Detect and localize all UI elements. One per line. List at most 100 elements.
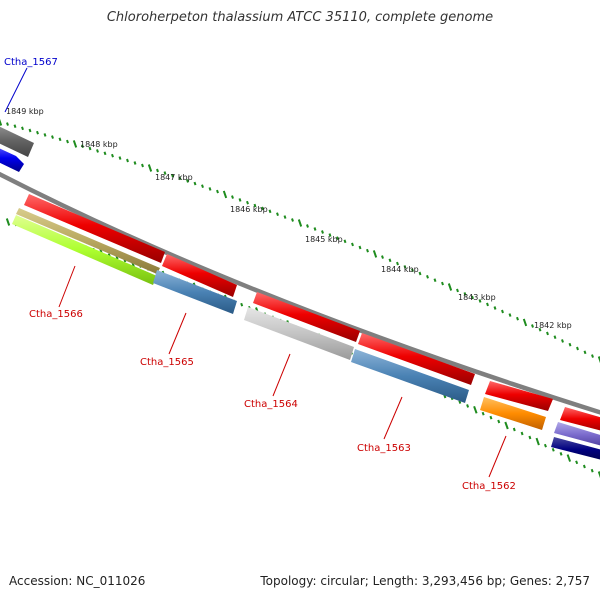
outer-tick bbox=[171, 173, 174, 178]
outer-tick bbox=[343, 239, 347, 244]
gene-label-ctha-1563[interactable]: Ctha_1563 bbox=[357, 443, 411, 454]
outer-tick bbox=[583, 350, 587, 355]
gene-bar-red-2[interactable] bbox=[162, 254, 237, 297]
inner-tick bbox=[504, 421, 509, 430]
gene-bar-ctha-1562[interactable] bbox=[480, 397, 546, 430]
kbp-label-1847: 1847 kbp bbox=[155, 173, 193, 182]
kbp-label-1846: 1846 kbp bbox=[230, 205, 268, 214]
inner-tick bbox=[481, 411, 485, 416]
outer-tick bbox=[471, 295, 474, 300]
outer-tick bbox=[276, 212, 279, 217]
outer-tick bbox=[531, 324, 534, 328]
outer-tick bbox=[201, 184, 204, 189]
kbp-label-1842: 1842 kbp bbox=[534, 321, 572, 330]
outer-tick bbox=[178, 176, 182, 181]
outer-tick bbox=[403, 265, 407, 269]
outer-tick bbox=[396, 261, 399, 266]
inner-tick bbox=[466, 404, 470, 408]
outer-tick bbox=[231, 195, 234, 199]
outer-tick bbox=[493, 306, 497, 310]
inner-tick bbox=[497, 419, 501, 424]
outer-tick bbox=[351, 242, 354, 247]
outer-tick bbox=[238, 198, 242, 202]
kbp-label-1849: 1849 kbp bbox=[6, 107, 44, 116]
leader-ctha-1567 bbox=[4, 67, 28, 113]
gene-bar-red-6[interactable] bbox=[560, 407, 600, 433]
leader-ctha-1566 bbox=[58, 265, 76, 308]
outer-tick bbox=[193, 181, 197, 186]
outer-tick bbox=[0, 118, 3, 126]
outer-tick bbox=[366, 248, 369, 253]
outer-tick bbox=[51, 135, 54, 139]
outer-tick bbox=[163, 171, 167, 175]
outer-tick bbox=[591, 354, 594, 358]
outer-tick bbox=[321, 230, 324, 234]
outer-tick bbox=[553, 335, 557, 340]
inner-tick bbox=[566, 454, 572, 462]
outer-tick bbox=[96, 149, 99, 153]
inner-tick bbox=[473, 405, 478, 414]
reverse-strand-genes bbox=[12, 208, 600, 462]
outer-tick bbox=[597, 356, 600, 364]
inner-tick bbox=[582, 464, 586, 469]
outer-tick bbox=[36, 130, 39, 135]
gene-arrow-ctha-1567[interactable] bbox=[0, 144, 24, 172]
gene-bar-red-5[interactable] bbox=[485, 381, 553, 411]
gene-bar-dark-gray[interactable] bbox=[0, 122, 34, 157]
inner-tick bbox=[597, 471, 600, 479]
outer-tick bbox=[313, 227, 317, 231]
outer-tick bbox=[418, 271, 422, 276]
outer-tick bbox=[126, 158, 129, 163]
outer-tick bbox=[381, 255, 384, 259]
gene-bar-ctha-1566[interactable] bbox=[12, 215, 157, 285]
outer-tick bbox=[297, 219, 303, 227]
outer-tick bbox=[66, 139, 69, 144]
outer-tick bbox=[336, 236, 339, 241]
outer-tick bbox=[456, 288, 459, 293]
gene-bar-ctha-1563[interactable] bbox=[351, 349, 469, 403]
outer-tick bbox=[433, 278, 437, 283]
gene-label-ctha-1567[interactable]: Ctha_1567 bbox=[4, 57, 58, 68]
gene-bar-olive[interactable] bbox=[16, 208, 160, 274]
gene-label-ctha-1566[interactable]: Ctha_1566 bbox=[29, 309, 83, 320]
outer-tick bbox=[103, 151, 107, 156]
outer-tick bbox=[43, 133, 47, 137]
inner-tick bbox=[535, 437, 540, 446]
gene-bar-red-3[interactable] bbox=[253, 292, 360, 342]
gene-bar-ctha-1565[interactable] bbox=[153, 270, 237, 314]
outer-tick bbox=[388, 258, 392, 263]
gene-labels: Ctha_1567 Ctha_1566 Ctha_1565 Ctha_1564 … bbox=[4, 57, 516, 492]
gene-bar-purple[interactable] bbox=[554, 422, 600, 448]
outer-tick bbox=[58, 137, 62, 142]
gene-label-ctha-1562[interactable]: Ctha_1562 bbox=[462, 481, 516, 492]
inner-tick bbox=[543, 443, 547, 448]
gene-label-ctha-1564[interactable]: Ctha_1564 bbox=[244, 399, 298, 410]
kbp-label-1848: 1848 kbp bbox=[80, 140, 118, 149]
outer-tick bbox=[21, 126, 24, 131]
inner-tick bbox=[512, 427, 516, 432]
gene-bar-ctha-1564[interactable] bbox=[244, 307, 354, 360]
outer-tick bbox=[186, 179, 189, 183]
inner-tick bbox=[489, 415, 493, 420]
gene-label-ctha-1565[interactable]: Ctha_1565 bbox=[140, 357, 194, 368]
outer-tick bbox=[411, 268, 414, 273]
outer-tick bbox=[147, 164, 153, 172]
outer-tick bbox=[111, 153, 114, 158]
outer-tick bbox=[306, 224, 309, 228]
gene-bar-red-4[interactable] bbox=[358, 333, 475, 385]
outer-tick bbox=[328, 233, 332, 237]
outer-tick bbox=[291, 218, 294, 222]
map-title: Chloroherpeton thalassium ATCC 35110, co… bbox=[106, 10, 494, 25]
gene-bar-red-1[interactable] bbox=[24, 194, 165, 263]
outer-tick bbox=[81, 144, 84, 149]
outer-tick bbox=[501, 309, 504, 314]
outer-tick-marks bbox=[0, 118, 600, 364]
gene-bar-navy[interactable] bbox=[551, 437, 600, 462]
outer-tick bbox=[118, 156, 122, 160]
outer-tick bbox=[246, 200, 249, 205]
outer-tick bbox=[576, 346, 579, 351]
outer-tick bbox=[13, 124, 17, 129]
inner-tick bbox=[520, 431, 524, 436]
